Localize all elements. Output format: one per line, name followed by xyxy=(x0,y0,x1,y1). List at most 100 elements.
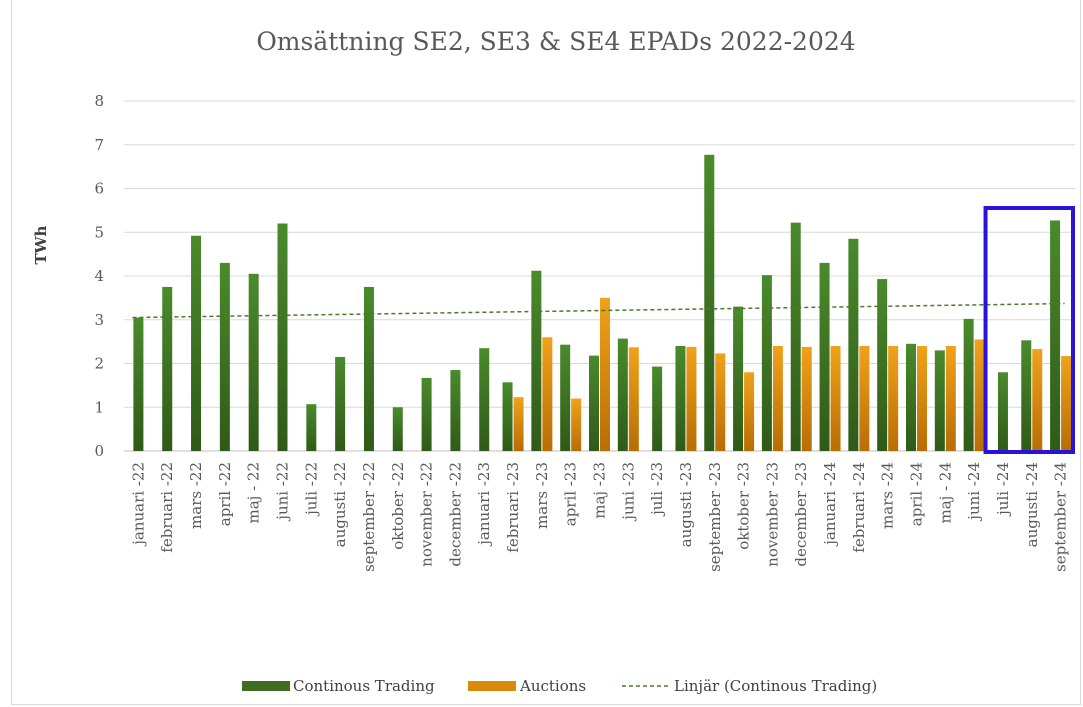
bar-continous-trading xyxy=(589,355,599,451)
bar-continous-trading xyxy=(963,318,974,451)
x-tick-label: juli -22 xyxy=(302,462,320,517)
bar-continous-trading xyxy=(421,377,432,451)
bar-continous-trading xyxy=(162,286,173,451)
bar-continous-trading xyxy=(761,275,772,451)
x-tick-label: oktober -22 xyxy=(389,462,407,550)
legend: Continous Trading Auctions Linjär (Conti… xyxy=(242,677,877,695)
bar-auctions xyxy=(513,397,524,451)
trendline-continous-trading xyxy=(132,302,1065,319)
x-tick-label: mars -24 xyxy=(879,462,897,529)
bar-continous-trading xyxy=(450,370,461,451)
bar-auctions xyxy=(859,346,870,451)
x-tick-label: januari -24 xyxy=(821,462,839,547)
bar-auctions xyxy=(542,337,553,451)
bar-continous-trading xyxy=(790,222,801,451)
legend-label-continous-trading: Continous Trading xyxy=(293,677,435,695)
x-tick-label: september -22 xyxy=(360,462,378,572)
bar-auctions xyxy=(801,346,812,451)
legend-label-trendline: Linjär (Continous Trading) xyxy=(674,677,877,695)
x-tick-label: januari -22 xyxy=(129,462,147,547)
y-tick-label: 0 xyxy=(94,442,104,460)
x-tick-labels: januari -22 februari -22 mars -22 april -22… xyxy=(129,462,1069,572)
x-tick-label: september -23 xyxy=(706,462,724,572)
x-tick-label: februari -24 xyxy=(850,462,868,553)
bar-continous-trading xyxy=(219,262,230,451)
x-tick-label: maj - 22 xyxy=(245,462,263,524)
bar-continous-trading xyxy=(652,366,663,451)
legend-swatch-continous-trading xyxy=(242,681,290,691)
bar-continous-trading xyxy=(306,404,317,451)
bar-continous-trading xyxy=(906,343,916,451)
bar-continous-trading xyxy=(704,154,715,451)
bar-auctions xyxy=(830,346,841,451)
bar-auctions xyxy=(600,297,610,451)
bar-auctions xyxy=(974,339,985,451)
bar-continous-trading xyxy=(733,306,744,451)
y-tick-label: 5 xyxy=(94,223,104,241)
x-tick-label: februari -22 xyxy=(158,462,176,553)
bar-auctions xyxy=(945,346,956,451)
x-tick-label: december -22 xyxy=(446,462,464,567)
bar-auctions xyxy=(744,372,755,451)
bar-auctions xyxy=(628,347,639,451)
highlight-box xyxy=(983,206,1076,454)
bar-auctions xyxy=(917,346,927,451)
bar-auctions xyxy=(772,346,783,451)
bar-continous-trading xyxy=(1050,220,1061,451)
bar-continous-trading xyxy=(133,317,144,451)
bar-auctions xyxy=(1032,349,1043,451)
x-tick-label: september -24 xyxy=(1052,462,1070,572)
bar-continous-trading xyxy=(191,235,202,451)
bar-continous-trading xyxy=(819,262,830,451)
bar-auctions xyxy=(571,398,582,451)
x-tick-label: augusti -23 xyxy=(677,462,695,547)
y-tick-label: 1 xyxy=(94,398,104,416)
bar-auctions xyxy=(1061,356,1072,451)
legend-label-auctions: Auctions xyxy=(519,677,586,695)
x-tick-label: januari -23 xyxy=(475,462,493,547)
bar-continous-trading xyxy=(997,372,1008,451)
gridlines xyxy=(124,100,1075,452)
bar-continous-trading xyxy=(675,346,686,451)
bar-auctions xyxy=(888,346,899,451)
x-tick-label: maj -23 xyxy=(591,462,609,519)
bar-continous-trading xyxy=(335,356,346,451)
x-tick-label: juli -24 xyxy=(994,462,1012,517)
x-tick-label: april -22 xyxy=(216,462,234,526)
bar-continous-trading xyxy=(877,279,888,451)
x-tick-label: mars -23 xyxy=(533,462,551,529)
x-tick-label: juni -24 xyxy=(965,462,983,522)
x-tick-label: augusti -22 xyxy=(331,462,349,547)
x-tick-label: februari -23 xyxy=(504,462,522,553)
y-tick-label: 7 xyxy=(94,136,104,154)
bar-auctions xyxy=(686,346,697,451)
y-tick-label: 4 xyxy=(94,267,104,285)
x-tick-label: mars -22 xyxy=(187,462,205,529)
bar-continous-trading xyxy=(934,350,945,451)
x-tick-label: juni -23 xyxy=(619,462,637,522)
x-tick-label: oktober -23 xyxy=(735,462,753,550)
y-tick-label: 6 xyxy=(94,180,104,198)
bar-continous-trading xyxy=(363,286,374,451)
bar-continous-trading xyxy=(560,344,571,451)
x-tick-label: maj - 24 xyxy=(936,462,954,524)
bar-continous-trading xyxy=(479,348,490,451)
bars xyxy=(133,154,1072,451)
legend-swatch-auctions xyxy=(468,681,516,691)
x-tick-label: april -23 xyxy=(562,462,580,526)
trendline xyxy=(132,302,1065,319)
bar-continous-trading xyxy=(248,273,259,451)
bar-continous-trading xyxy=(502,382,513,451)
x-tick-label: juni -22 xyxy=(274,462,292,522)
bar-continous-trading xyxy=(1021,340,1032,451)
x-tick-label: april -24 xyxy=(908,462,926,526)
bar-continous-trading xyxy=(617,338,628,451)
x-tick-label: juli -23 xyxy=(648,462,666,517)
x-tick-label: december -23 xyxy=(792,462,810,567)
bar-continous-trading xyxy=(848,238,859,451)
y-axis-label: TWh xyxy=(32,225,50,264)
y-tick-labels: 0 1 2 3 4 5 6 7 8 xyxy=(94,92,104,460)
bar-continous-trading xyxy=(277,223,288,451)
chart-title: Omsättning SE2, SE3 & SE4 EPADs 2022-202… xyxy=(256,27,855,56)
